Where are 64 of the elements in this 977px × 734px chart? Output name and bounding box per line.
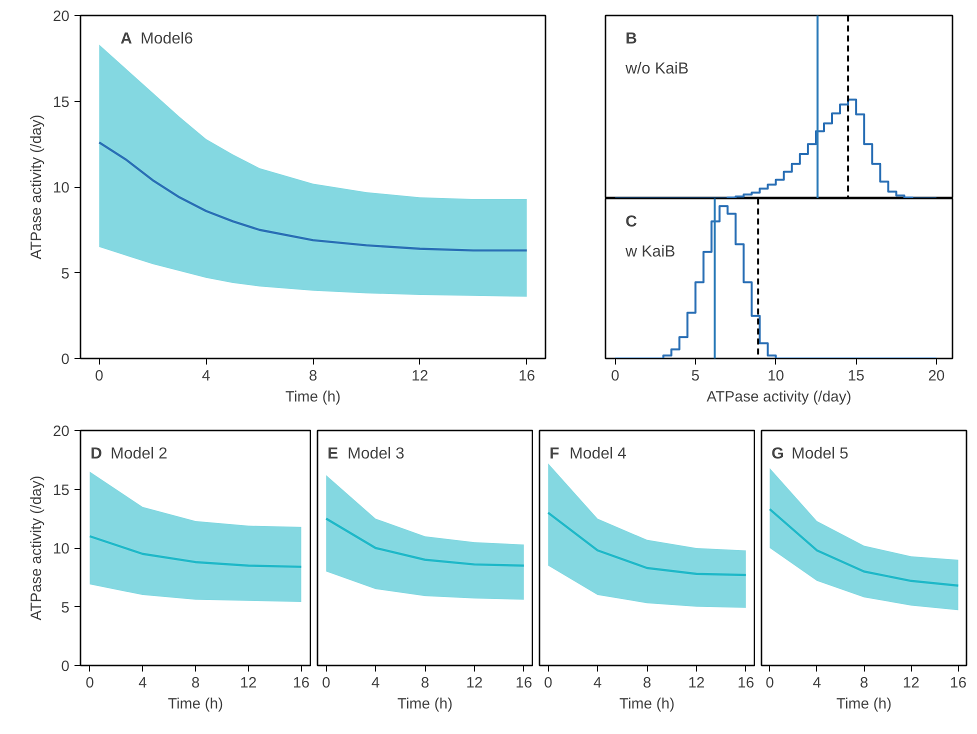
- annotation: Model 4: [570, 446, 627, 462]
- x-tick-label: 0: [610, 368, 620, 384]
- x-tick-label: 20: [928, 368, 945, 384]
- x-axis-title: Time (h): [285, 388, 341, 406]
- x-axis-title: ATPase activity (/day): [706, 388, 852, 406]
- x-axis-title: Time (h): [836, 696, 892, 712]
- x-axis-title: Time (h): [168, 696, 224, 712]
- annotation: D: [90, 446, 102, 462]
- x-tick-label: 0: [95, 368, 104, 384]
- x-tick-label: 4: [138, 674, 147, 692]
- x-tick-label: 16: [516, 674, 532, 692]
- line-series: [88, 535, 302, 568]
- y-tick-label: 0: [61, 658, 70, 675]
- annotation: Model 3: [348, 446, 405, 462]
- y-tick-label: 15: [52, 482, 70, 499]
- x-tick-label: 12: [902, 674, 920, 692]
- x-tick-label: 4: [812, 674, 822, 692]
- x-tick-label: 15: [848, 368, 864, 384]
- annotation: E: [328, 446, 338, 462]
- y-axis-title: ATPase activity (/day): [28, 476, 45, 620]
- annotation: G: [772, 446, 784, 462]
- line-series: [98, 141, 528, 252]
- x-tick-label: 12: [466, 674, 483, 692]
- annotation: F: [550, 446, 560, 462]
- x-tick-label: 0: [544, 674, 552, 692]
- y-tick-label: 10: [52, 180, 70, 196]
- x-tick-label: 8: [420, 674, 430, 692]
- x-tick-label: 4: [371, 674, 380, 692]
- text: B: [626, 30, 638, 48]
- x-tick-label: 16: [518, 368, 536, 384]
- x-tick-label: 16: [738, 674, 754, 692]
- annotation: Model 2: [110, 446, 168, 462]
- x-axis-title: Time (h): [619, 696, 675, 712]
- x-axis-title: Time (h): [397, 696, 453, 712]
- y-tick-label: 20: [52, 8, 70, 25]
- annotation: w KaiB: [624, 244, 676, 260]
- x-tick-label: 0: [322, 674, 330, 692]
- y-tick-label: 0: [61, 351, 70, 368]
- text: w/o KaiB: [624, 60, 689, 78]
- x-tick-label: 8: [642, 674, 652, 692]
- x-tick-label: 4: [202, 368, 210, 384]
- y-tick-label: 10: [52, 540, 70, 558]
- y-axis-title: ATPase activity (/day): [28, 114, 45, 260]
- x-tick-label: 12: [688, 674, 705, 692]
- y-tick-label: 15: [52, 94, 70, 111]
- annotation: C: [626, 214, 638, 230]
- annotation: Model 5: [792, 446, 849, 462]
- x-tick-label: 5: [691, 368, 700, 384]
- x-tick-label: 12: [412, 368, 428, 384]
- x-tick-label: 8: [308, 368, 318, 384]
- x-tick-label: 8: [191, 674, 200, 692]
- x-tick-label: 8: [860, 674, 868, 692]
- x-tick-label: 4: [593, 674, 602, 692]
- x-tick-label: 16: [950, 674, 967, 692]
- x-tick-label: 16: [292, 674, 310, 692]
- x-tick-label: 12: [240, 674, 257, 692]
- x-tick-label: 0: [766, 674, 774, 692]
- y-tick-label: 5: [61, 265, 70, 282]
- annotation: Model6: [140, 30, 194, 48]
- annotation: A: [120, 30, 132, 48]
- y-tick-label: 20: [52, 423, 70, 440]
- x-tick-label: 10: [767, 368, 784, 384]
- x-tick-label: 0: [86, 674, 94, 692]
- y-tick-label: 5: [61, 599, 70, 616]
